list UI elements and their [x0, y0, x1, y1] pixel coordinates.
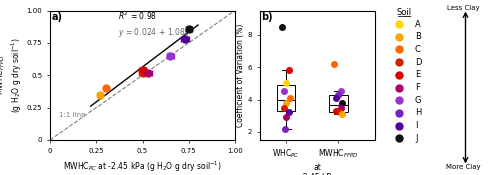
- Y-axis label: MWHC$_{FFPD}$
(g H$_2$O g dry soil$^{-1}$): MWHC$_{FFPD}$ (g H$_2$O g dry soil$^{-1}…: [0, 37, 24, 113]
- Text: J: J: [415, 134, 418, 143]
- Text: $R^2$ = 0.98: $R^2$ = 0.98: [118, 9, 158, 22]
- Text: D: D: [415, 58, 422, 67]
- PathPatch shape: [330, 96, 347, 112]
- Text: F: F: [415, 83, 420, 92]
- Text: S̲o̲i̲l̲: S̲o̲i̲l̲: [396, 7, 411, 16]
- Text: 1:1 line: 1:1 line: [60, 112, 86, 118]
- X-axis label: MWHC$_{PC}$ at -2.45 kPa (g H$_2$O g dry soil$^{-1}$): MWHC$_{PC}$ at -2.45 kPa (g H$_2$O g dry…: [63, 159, 222, 174]
- Text: E: E: [415, 70, 420, 79]
- Text: a): a): [52, 12, 63, 22]
- Text: B: B: [415, 32, 421, 41]
- Text: A: A: [415, 20, 420, 29]
- Text: More Clay: More Clay: [446, 164, 480, 170]
- Text: b): b): [261, 12, 273, 22]
- Text: G: G: [415, 96, 422, 105]
- PathPatch shape: [277, 85, 295, 111]
- X-axis label: at
-2.45 kPa: at -2.45 kPa: [300, 163, 335, 175]
- Text: $y$ = 0.024 + 1.08$x$: $y$ = 0.024 + 1.08$x$: [118, 26, 191, 39]
- Text: C: C: [415, 45, 421, 54]
- Text: I: I: [415, 121, 418, 130]
- Y-axis label: Coefficient of Variation (%): Coefficient of Variation (%): [236, 24, 245, 127]
- Text: H: H: [415, 108, 422, 117]
- Text: Less Clay: Less Clay: [447, 5, 480, 11]
